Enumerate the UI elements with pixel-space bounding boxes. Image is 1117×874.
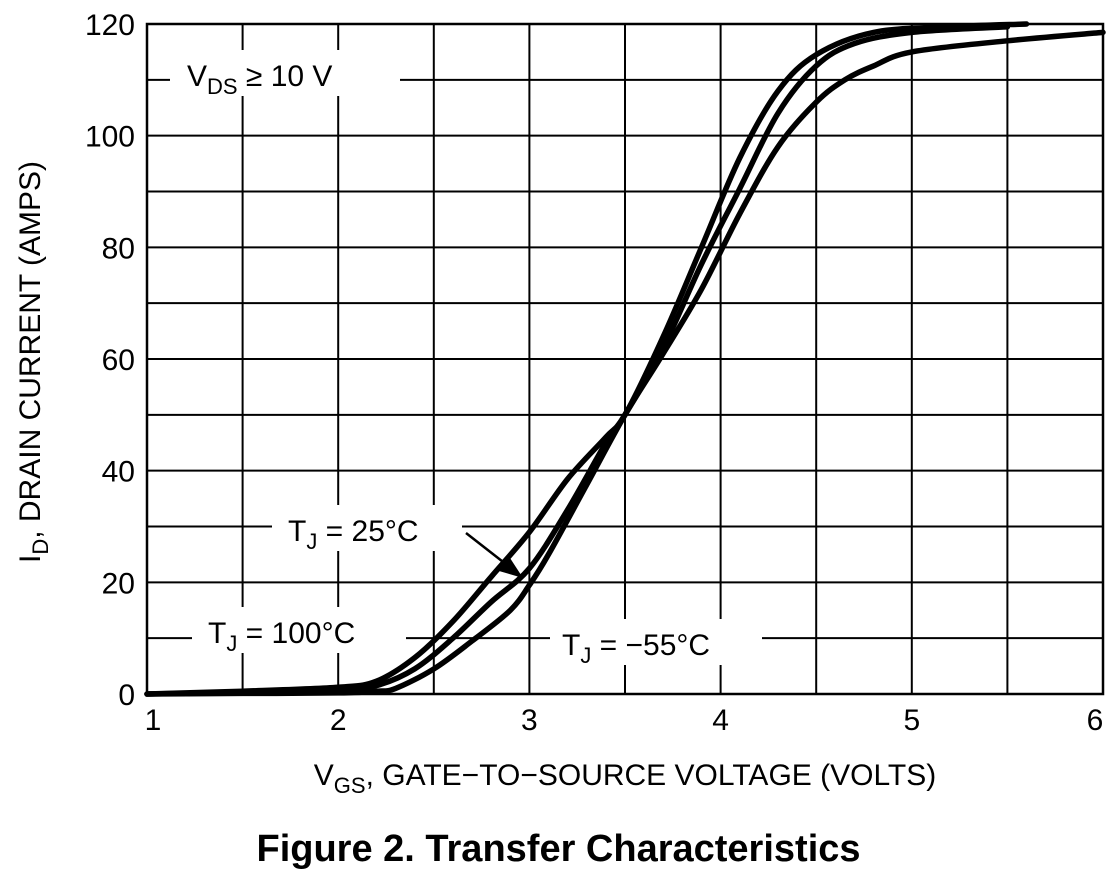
t25-label-bg [272,505,462,551]
tm55-label-bg [550,619,762,665]
x-tick-label: 6 [1087,704,1104,737]
plot-frame [145,22,1105,696]
t100-label-bg [192,607,406,653]
y-tick-label: 120 [85,9,135,42]
y-tick-label: 100 [85,121,135,154]
x-tick-label: 4 [712,704,729,737]
series-line [144,21,1030,697]
x-tick-label: 2 [330,704,347,737]
condition-label: VDS ≥ 10 V [187,60,332,99]
x-tick-label: 3 [521,704,538,737]
condition-label-bg [170,50,400,96]
grid [147,24,1103,694]
x-tick-label: 5 [903,704,920,737]
y-tick-label: 80 [102,232,135,265]
y-tick-label: 60 [102,344,135,377]
tm55-label: TJ = −55°C [562,629,710,668]
y-tick-label: 20 [102,567,135,600]
curves [144,21,1106,697]
x-tick-label: 1 [145,704,162,737]
figure-caption: Figure 2. Transfer Characteristics [256,828,861,870]
y-axis-label: ID, DRAIN CURRENT (AMPS) [14,161,53,563]
series-line [144,24,1011,697]
y-tick-label: 40 [102,456,135,489]
y-tick-label: 0 [118,679,135,712]
x-axis-label: VGS, GATE−TO−SOURCE VOLTAGE (VOLTS) [314,759,937,798]
t100-label: TJ = 100°C [208,617,355,656]
t25-arrow-line [465,532,508,566]
t25-arrowhead [499,558,523,578]
t25-label: TJ = 25°C [288,515,419,554]
